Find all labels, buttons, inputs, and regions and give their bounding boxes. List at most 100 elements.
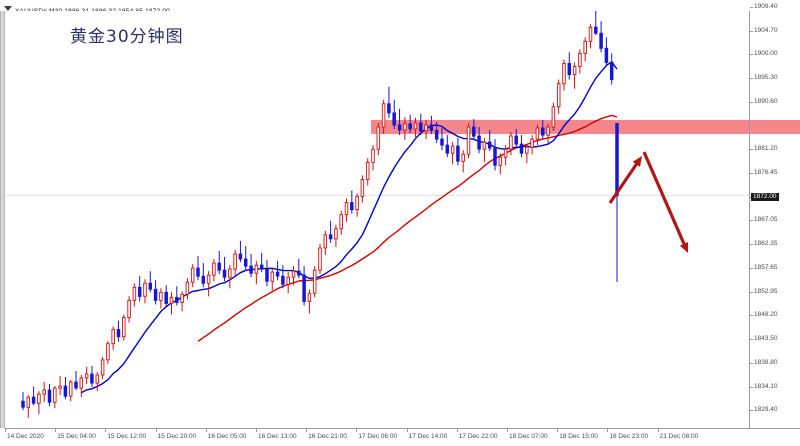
time-axis-label: 15 Dec 04:00 xyxy=(57,433,96,440)
chart-plot-area[interactable] xyxy=(5,11,749,428)
price-axis-label: 1857.65 xyxy=(754,263,778,271)
candle-body xyxy=(201,275,206,284)
time-axis-tick xyxy=(256,429,257,432)
price-axis[interactable]: 1909.401904.701900.001895.301890.601885.… xyxy=(749,3,800,437)
candle-body xyxy=(302,274,306,302)
current-price-label: 1872.00 xyxy=(751,192,779,201)
time-axis-tick xyxy=(507,429,508,432)
time-axis-label: 17 Dec 22:00 xyxy=(458,433,498,440)
time-axis-label: 18 Dec 23:00 xyxy=(609,433,649,440)
time-axis-tick xyxy=(406,429,408,432)
time-axis-tick xyxy=(607,429,609,432)
candle-body xyxy=(339,214,343,230)
candle-body xyxy=(599,32,603,49)
candle-body xyxy=(185,281,190,295)
candle-body xyxy=(63,385,68,397)
candle-body xyxy=(413,122,418,130)
left-scroll-track[interactable] xyxy=(1,11,4,428)
candle-body xyxy=(228,268,232,278)
candle-body xyxy=(169,296,174,304)
candle-body xyxy=(403,123,407,131)
candle-body xyxy=(100,359,105,376)
candle-body xyxy=(397,124,402,131)
candle-body xyxy=(254,264,259,274)
time-axis[interactable]: 14 Dec 2020 15 Dec 04:00 15 Dec 12:00 15 De… xyxy=(5,428,800,446)
price-axis-label: 1881.20 xyxy=(754,145,778,153)
time-axis-label: 15 Dec 12:00 xyxy=(107,433,147,440)
candle-body xyxy=(541,127,545,136)
time-axis-tick xyxy=(657,429,659,432)
price-axis-tick xyxy=(750,78,753,80)
candle-body xyxy=(365,161,370,180)
candle-body xyxy=(58,385,62,389)
ma-slow-line xyxy=(197,114,618,342)
candle-body xyxy=(440,138,444,146)
candle-body xyxy=(514,135,518,145)
candle-body xyxy=(376,126,381,150)
candle-body xyxy=(238,253,243,260)
candle-body xyxy=(106,343,110,361)
candle-body xyxy=(525,146,529,154)
time-axis-label: 18 Dec 15:00 xyxy=(559,433,598,440)
price-axis-tick xyxy=(750,54,753,56)
price-axis-tick xyxy=(750,362,753,364)
candle-body xyxy=(434,130,439,140)
candle-body xyxy=(74,381,78,389)
candle-body xyxy=(281,275,285,285)
candle-body xyxy=(233,253,237,270)
candle-body xyxy=(116,329,121,338)
candle-body xyxy=(360,178,365,197)
candle-body xyxy=(307,292,312,302)
candle-body xyxy=(355,196,359,211)
candle-body xyxy=(127,299,131,318)
candle-body xyxy=(259,264,264,270)
candle-body xyxy=(206,274,211,284)
candle-body xyxy=(461,153,465,162)
candle-body xyxy=(381,103,386,128)
price-axis-label: 1838.80 xyxy=(754,358,778,366)
candle-body xyxy=(615,122,619,196)
candle-body xyxy=(47,389,52,403)
candle-body xyxy=(95,374,100,384)
triangle-down-icon[interactable] xyxy=(4,6,12,11)
price-axis-label: 1843.50 xyxy=(754,335,778,343)
candle-body xyxy=(503,148,508,158)
candle-body xyxy=(578,52,582,67)
candle-body xyxy=(424,124,428,132)
candle-body xyxy=(519,143,524,154)
resistance-band-axis-marker xyxy=(750,119,800,135)
price-axis-tick xyxy=(750,30,753,32)
time-axis-label: 17 Dec 14:00 xyxy=(408,433,448,440)
candle-body xyxy=(604,47,609,63)
candle-body xyxy=(312,269,317,294)
time-axis-tick xyxy=(105,429,107,432)
price-axis-tick xyxy=(750,7,753,8)
price-axis-label: 1909.40 xyxy=(754,3,778,10)
price-axis-label: 1890.60 xyxy=(754,97,778,105)
time-axis-label: 17 Dec 06:00 xyxy=(358,433,398,440)
candle-body xyxy=(350,202,354,211)
price-axis-tick xyxy=(750,267,753,269)
candle-body xyxy=(26,396,31,408)
candle-body xyxy=(546,126,550,136)
candle-body xyxy=(609,61,614,80)
time-axis-label: 16 Dec 13:00 xyxy=(258,433,297,440)
rebound-arrow-shaft xyxy=(608,161,639,204)
time-axis-tick xyxy=(306,429,308,432)
candle-body xyxy=(212,262,216,276)
rebound-arrow-head xyxy=(632,156,642,167)
left-scroll-gutter[interactable] xyxy=(0,11,5,428)
price-axis-tick xyxy=(750,291,753,293)
candle-body xyxy=(387,103,391,114)
candle-body xyxy=(275,271,280,277)
candle-body xyxy=(530,138,534,148)
candle-body xyxy=(122,317,126,338)
candle-body xyxy=(572,66,577,76)
time-axis-label: 16 Dec 21:00 xyxy=(308,433,347,440)
candle-body xyxy=(84,373,89,379)
candle-body xyxy=(392,112,396,126)
candle-body xyxy=(344,202,349,216)
candle-body xyxy=(429,124,434,131)
candle-body xyxy=(318,247,322,271)
